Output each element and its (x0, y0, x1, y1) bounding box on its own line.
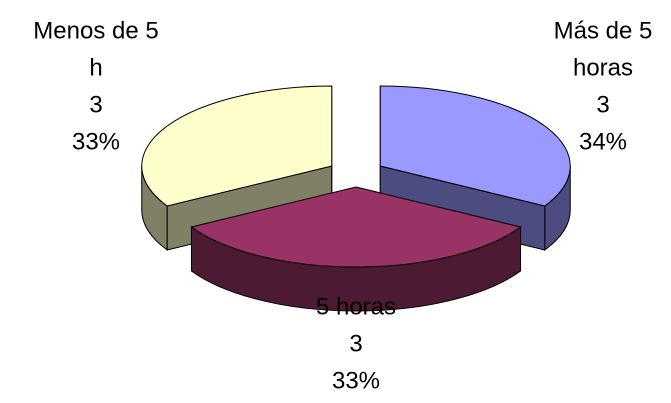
data-label-line: 3 (596, 91, 609, 118)
data-label-line: 34% (579, 128, 627, 155)
data-label-5-horas: 5 horas 3 33% (316, 293, 396, 394)
pie-slice-menos-de-5-h (141, 85, 333, 207)
pie-slice-5-horas (190, 186, 522, 268)
data-label-line: 3 (89, 91, 102, 118)
data-label-m-s-de-5-horas: Más de 5 horas 3 34% (554, 17, 653, 155)
data-label-menos-de-5-h: Menos de 5 h 3 33% (33, 17, 158, 155)
data-label-line: 5 horas (316, 293, 396, 320)
data-label-line: 33% (332, 367, 380, 394)
pie-tops (141, 85, 571, 268)
pie-labels: Más de 5 horas 3 34% 5 horas 3 33% Menos de 5 h 3… (33, 17, 652, 394)
data-label-line: Menos de 5 (33, 17, 158, 44)
data-label-line: horas (573, 54, 633, 81)
data-label-line: 3 (349, 330, 362, 357)
data-label-line: h (89, 54, 102, 81)
pie-slice-m-s-de-5-horas (379, 85, 571, 207)
data-label-line: Más de 5 (554, 17, 653, 44)
data-label-line: 33% (72, 128, 120, 155)
